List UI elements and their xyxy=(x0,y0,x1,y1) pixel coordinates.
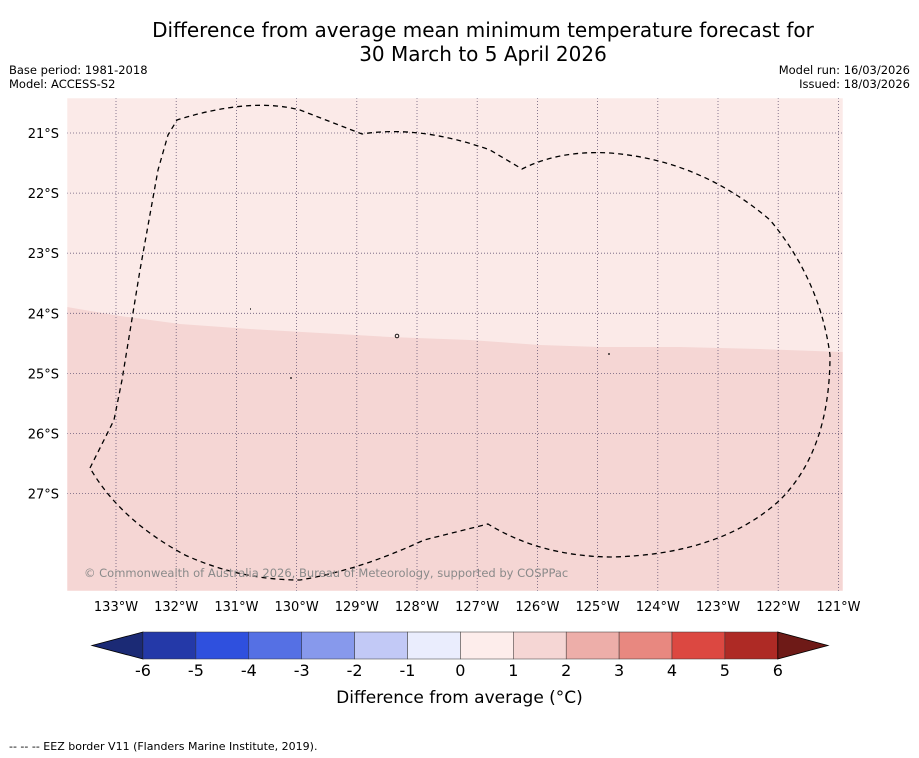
eez-border xyxy=(89,104,831,581)
longitude-tick-label: 128°W xyxy=(395,600,439,615)
colorbar-segment xyxy=(565,631,620,660)
latitude-tick-label: 25°S xyxy=(28,367,59,382)
longitude-tick-label: 131°W xyxy=(214,600,258,615)
model-run: Model run: 16/03/2026 xyxy=(778,63,910,77)
map-frame xyxy=(66,97,844,592)
run-info: Model run: 16/03/2026 Issued: 18/03/2026 xyxy=(779,63,910,91)
colorbar-segment xyxy=(195,631,250,660)
colorbar-extend-high xyxy=(777,631,830,660)
colorbar-segment xyxy=(618,631,673,660)
latitude-tick-label: 24°S xyxy=(28,307,59,322)
longitude-tick-label: 124°W xyxy=(636,600,680,615)
colorbar-tick-label: -1 xyxy=(400,661,416,680)
colorbar: -6 -5 -4 -3 -2 -1 0 1 2 3 4 5 6 xyxy=(90,631,830,680)
colorbar-segment xyxy=(460,631,514,660)
eez-legend-note: -- -- -- EEZ border V11 (Flanders Marine… xyxy=(9,740,318,753)
longitude-tick-label: 121°W xyxy=(816,600,860,615)
latitude-axis: 21°S 22°S 23°S 24°S 25°S 26°S 27°S xyxy=(28,127,59,503)
longitude-tick-label: 130°W xyxy=(275,600,319,615)
gridlines xyxy=(67,98,843,591)
colorbar-segment xyxy=(724,631,779,660)
issued-date: Issued: 18/03/2026 xyxy=(799,77,910,91)
longitude-tick-label: 123°W xyxy=(696,600,740,615)
base-period-info: Base period: 1981-2018 Model: ACCESS-S2 xyxy=(9,63,148,91)
title-line-2: 30 March to 5 April 2026 xyxy=(359,42,607,66)
longitude-tick-label: 127°W xyxy=(455,600,499,615)
longitude-tick-label: 133°W xyxy=(94,600,138,615)
colorbar-segment xyxy=(407,631,461,660)
colorbar-segment xyxy=(513,631,567,660)
colorbar-segment xyxy=(354,631,408,660)
colorbar-tick-label: -3 xyxy=(294,661,310,680)
colorbar-label: Difference from average (°C) xyxy=(336,688,583,708)
island-marker xyxy=(394,333,400,339)
model-name: Model: ACCESS-S2 xyxy=(9,77,116,91)
copyright-text: © Commonwealth of Australia 2026, Bureau… xyxy=(84,566,568,580)
colorbar-segment xyxy=(248,631,302,660)
longitude-tick-label: 125°W xyxy=(576,600,620,615)
chart-title: Difference from average mean minimum tem… xyxy=(0,18,919,66)
latitude-tick-label: 21°S xyxy=(28,127,59,142)
colorbar-tick-label: -6 xyxy=(135,661,151,680)
colorbar-segment xyxy=(142,631,197,660)
latitude-tick-label: 26°S xyxy=(28,428,59,443)
colorbar-tick-label: 1 xyxy=(508,661,518,680)
colorbar-tick-label: 4 xyxy=(667,661,677,680)
colorbar-tick-label: -2 xyxy=(347,661,363,680)
colorbar-tick-label: 2 xyxy=(561,661,571,680)
latitude-tick-label: 27°S xyxy=(28,488,59,503)
map-region-south xyxy=(67,307,843,591)
longitude-tick-label: 129°W xyxy=(335,600,379,615)
colorbar-tick-label: -4 xyxy=(241,661,257,680)
latitude-tick-label: 22°S xyxy=(28,187,59,202)
colorbar-segment xyxy=(671,631,726,660)
colorbar-tick-label: -5 xyxy=(188,661,204,680)
longitude-axis: 133°W 132°W 131°W 130°W 129°W 128°W 127°W 126°W… xyxy=(94,600,861,615)
colorbar-segment xyxy=(301,631,355,660)
base-period: Base period: 1981-2018 xyxy=(9,63,148,77)
colorbar-tick-label: 0 xyxy=(455,661,465,680)
longitude-tick-label: 132°W xyxy=(154,600,198,615)
longitude-tick-label: 126°W xyxy=(515,600,559,615)
longitude-tick-label: 122°W xyxy=(756,600,800,615)
colorbar-tick-label: 6 xyxy=(773,661,783,680)
latitude-tick-label: 23°S xyxy=(28,247,59,262)
title-line-1: Difference from average mean minimum tem… xyxy=(152,18,814,42)
colorbar-tick-label: 5 xyxy=(720,661,730,680)
colorbar-extend-low xyxy=(90,631,144,660)
colorbar-tick-label: 3 xyxy=(614,661,624,680)
